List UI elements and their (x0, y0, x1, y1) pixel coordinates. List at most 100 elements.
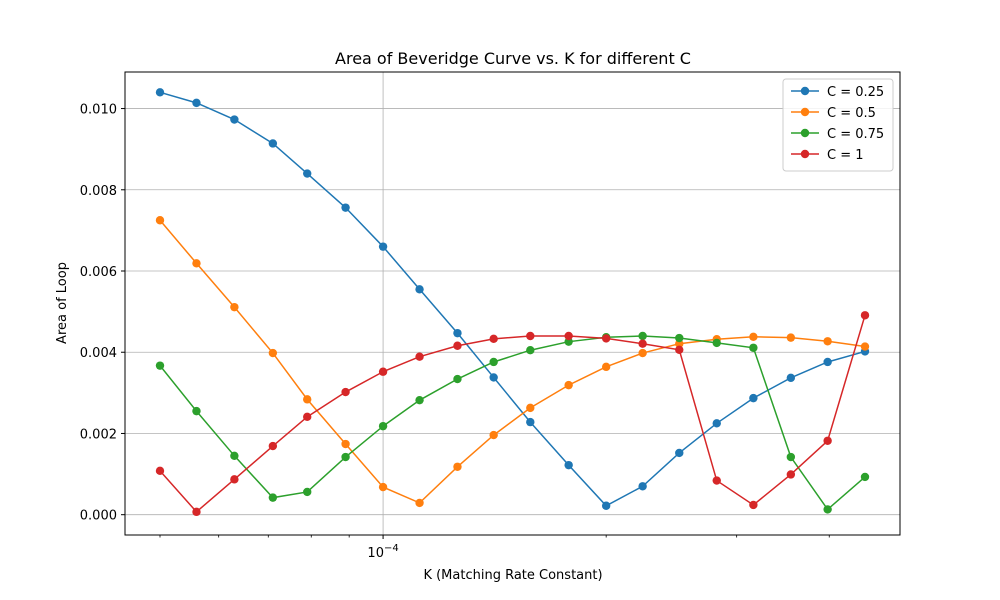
data-point (155, 88, 165, 97)
data-point (489, 357, 498, 367)
data-point (638, 348, 647, 358)
legend-label: C = 0.25 (827, 85, 884, 100)
data-point (303, 412, 312, 422)
data-point (749, 500, 758, 510)
legend-item: C = 1 (791, 148, 864, 163)
data-point (415, 352, 424, 361)
data-point (675, 345, 684, 354)
data-point (675, 333, 684, 343)
data-point (378, 242, 388, 251)
data-point (378, 482, 388, 492)
series-line (159, 315, 866, 513)
data-point (268, 441, 278, 451)
data-point (564, 331, 573, 341)
data-point (268, 348, 278, 358)
series-3 (155, 311, 870, 517)
data-point (230, 115, 239, 124)
data-point (192, 406, 201, 416)
y-tick-label: 0.006 (80, 265, 117, 280)
data-point (860, 342, 870, 351)
legend-marker (800, 149, 810, 159)
series-line (159, 91, 866, 507)
data-point (230, 302, 239, 312)
data-point (526, 403, 535, 413)
series-0 (155, 88, 870, 510)
axes: 0.000 0.002 0.004 0.006 0.008 0.010 10−4 (80, 103, 830, 561)
data-point (749, 332, 758, 342)
y-tick-label: 0.002 (80, 427, 117, 442)
y-tick-label: 0.000 (80, 509, 117, 524)
data-point (192, 98, 201, 108)
chart-title: Area of Beveridge Curve vs. K for differ… (335, 49, 691, 68)
data-point (155, 466, 165, 476)
data-point (823, 505, 832, 514)
data-point (453, 462, 462, 471)
data-point (638, 482, 647, 491)
data-point (378, 421, 388, 431)
data-point (860, 472, 870, 482)
data-point (564, 380, 573, 390)
data-point (268, 493, 278, 502)
data-point (192, 507, 201, 517)
data-point (749, 393, 758, 403)
data-point (268, 139, 278, 148)
legend-marker (800, 128, 810, 138)
legend-item: C = 0.25 (791, 85, 884, 100)
data-point (378, 367, 388, 376)
legend-marker (800, 107, 810, 117)
data-point (155, 361, 165, 370)
grid (125, 72, 900, 535)
data-point (564, 460, 573, 470)
series-line (159, 219, 866, 504)
y-axis-label: Area of Loop (55, 262, 70, 344)
data-point (712, 419, 721, 428)
legend: C = 0.25 C = 0.5 C = 0.75 C = 1 (782, 78, 894, 172)
data-point (453, 341, 462, 350)
data-point (489, 334, 498, 344)
data-point (638, 331, 647, 341)
series-line (159, 335, 866, 511)
data-point (415, 285, 424, 294)
x-tick-label: 10−4 (367, 543, 398, 561)
y-tick-label: 0.010 (80, 103, 117, 118)
y-tick-label: 0.008 (80, 184, 117, 199)
data-point (675, 448, 684, 458)
data-point (749, 343, 758, 352)
data-point (601, 501, 611, 510)
legend-label: C = 0.5 (827, 106, 876, 121)
data-point (341, 439, 350, 449)
data-point (192, 259, 201, 268)
data-point (823, 337, 832, 346)
data-point (415, 498, 424, 508)
data-point (303, 169, 312, 178)
data-point (786, 470, 796, 479)
data-point (341, 203, 350, 212)
data-point (155, 216, 165, 225)
data-point (786, 452, 796, 462)
data-point (341, 387, 350, 397)
data-point (638, 339, 647, 348)
data-point (860, 311, 870, 320)
data-point (712, 476, 721, 485)
data-point (415, 395, 424, 405)
data-point (303, 395, 312, 404)
x-axis-label: K (Matching Rate Constant) (423, 568, 602, 583)
data-point (786, 333, 796, 342)
data-point (601, 334, 611, 343)
legend-item: C = 0.75 (791, 127, 884, 142)
data-point (303, 487, 312, 497)
data-point (526, 417, 535, 427)
series-layer (155, 88, 870, 517)
data-point (453, 328, 462, 338)
legend-label: C = 1 (827, 148, 864, 163)
data-point (823, 357, 832, 367)
series-1 (155, 216, 870, 508)
legend-box (782, 78, 894, 172)
legend-marker (800, 86, 810, 96)
legend-label: C = 0.75 (827, 127, 884, 142)
plot-frame (124, 71, 901, 536)
data-point (230, 451, 239, 461)
data-point (453, 374, 462, 384)
legend-item: C = 0.5 (791, 106, 876, 121)
data-point (341, 452, 350, 462)
